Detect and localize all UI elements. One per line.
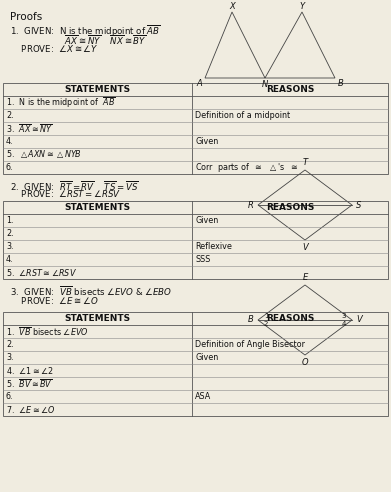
- Text: 2.: 2.: [6, 340, 14, 349]
- Text: 1.  N is the midpoint of  $\overline{AB}$: 1. N is the midpoint of $\overline{AB}$: [6, 95, 116, 110]
- Text: 2.: 2.: [6, 111, 14, 120]
- Text: O: O: [302, 358, 308, 367]
- Text: V: V: [302, 243, 308, 252]
- Text: 4: 4: [342, 321, 346, 327]
- Text: STATEMENTS: STATEMENTS: [65, 314, 131, 323]
- Text: SSS: SSS: [195, 255, 210, 264]
- Text: X: X: [229, 2, 235, 11]
- Text: 2: 2: [264, 321, 268, 327]
- Text: 3: 3: [342, 313, 346, 319]
- Text: 5.  $\angle RST \cong \angle RSV$: 5. $\angle RST \cong \angle RSV$: [6, 267, 77, 278]
- Bar: [3, 201, 388, 279]
- Text: A: A: [196, 79, 202, 88]
- Text: R: R: [248, 201, 254, 210]
- Text: 1.  GIVEN:  N is the midpoint of $\overline{AB}$: 1. GIVEN: N is the midpoint of $\overlin…: [10, 24, 161, 39]
- Text: 7.  $\angle E \cong \angle O$: 7. $\angle E \cong \angle O$: [6, 404, 56, 415]
- Bar: [3, 312, 388, 416]
- Text: Definition of Angle Bisector: Definition of Angle Bisector: [195, 340, 305, 349]
- Text: Reflexive: Reflexive: [195, 242, 232, 251]
- Text: E: E: [302, 273, 308, 282]
- Text: STATEMENTS: STATEMENTS: [65, 85, 131, 94]
- Text: 6.: 6.: [6, 163, 14, 172]
- Text: $\overline{AX} \cong \overline{NY}$    $\overline{NX} \cong \overline{BY}$: $\overline{AX} \cong \overline{NY}$ $\ov…: [32, 33, 147, 47]
- Bar: [3, 83, 388, 174]
- Text: T: T: [302, 158, 308, 167]
- Text: Y: Y: [300, 2, 305, 11]
- Text: 3.  GIVEN:  $\overline{VB}$ bisects $\angle EVO$ & $\angle EBO$: 3. GIVEN: $\overline{VB}$ bisects $\angl…: [10, 284, 172, 298]
- Text: 1: 1: [264, 313, 268, 319]
- Text: Proofs: Proofs: [10, 12, 42, 22]
- Text: S: S: [356, 201, 361, 210]
- Text: V: V: [356, 315, 362, 325]
- Text: B: B: [248, 315, 254, 325]
- Text: ASA: ASA: [195, 392, 211, 401]
- Text: PROVE:  $\angle X \cong \angle Y$: PROVE: $\angle X \cong \angle Y$: [10, 43, 99, 54]
- Text: Given: Given: [195, 353, 218, 362]
- Text: Definition of a midpoint: Definition of a midpoint: [195, 111, 290, 120]
- Text: 4.  $\angle 1 \cong \angle 2$: 4. $\angle 1 \cong \angle 2$: [6, 365, 54, 376]
- Text: 5.  $\triangle AXN \cong \triangle NYB$: 5. $\triangle AXN \cong \triangle NYB$: [6, 149, 82, 160]
- Text: REASONS: REASONS: [266, 203, 314, 212]
- Text: Corr  parts of  $\cong$  $\triangle$'s  $\cong$: Corr parts of $\cong$ $\triangle$'s $\co…: [195, 161, 298, 174]
- Text: 5.  $\overline{BV} \cong \overline{BV}$: 5. $\overline{BV} \cong \overline{BV}$: [6, 377, 53, 390]
- Text: 3.: 3.: [6, 353, 14, 362]
- Text: 1.  $\overline{VB}$ bisects $\angle EVO$: 1. $\overline{VB}$ bisects $\angle EVO$: [6, 325, 88, 338]
- Text: 2.  GIVEN:  $\overline{RT} = \overline{RV}$    $\overline{TS} = \overline{VS}$: 2. GIVEN: $\overline{RT} = \overline{RV}…: [10, 179, 138, 193]
- Text: N: N: [262, 80, 268, 89]
- Text: Given: Given: [195, 216, 218, 225]
- Text: 6.: 6.: [6, 392, 14, 401]
- Text: 1.: 1.: [6, 216, 14, 225]
- Text: REASONS: REASONS: [266, 314, 314, 323]
- Text: 4.: 4.: [6, 255, 14, 264]
- Text: 3.  $\overline{AX} \cong \overline{NY}$: 3. $\overline{AX} \cong \overline{NY}$: [6, 122, 53, 135]
- Text: 4.: 4.: [6, 137, 14, 146]
- Text: B: B: [338, 79, 344, 88]
- Text: STATEMENTS: STATEMENTS: [65, 203, 131, 212]
- Text: Given: Given: [195, 137, 218, 146]
- Text: 3.: 3.: [6, 242, 14, 251]
- Text: 2.: 2.: [6, 229, 14, 238]
- Text: PROVE:  $\angle E \cong \angle O$: PROVE: $\angle E \cong \angle O$: [10, 295, 99, 306]
- Text: PROVE:  $\angle RST = \angle RSV$: PROVE: $\angle RST = \angle RSV$: [10, 188, 121, 199]
- Text: REASONS: REASONS: [266, 85, 314, 94]
